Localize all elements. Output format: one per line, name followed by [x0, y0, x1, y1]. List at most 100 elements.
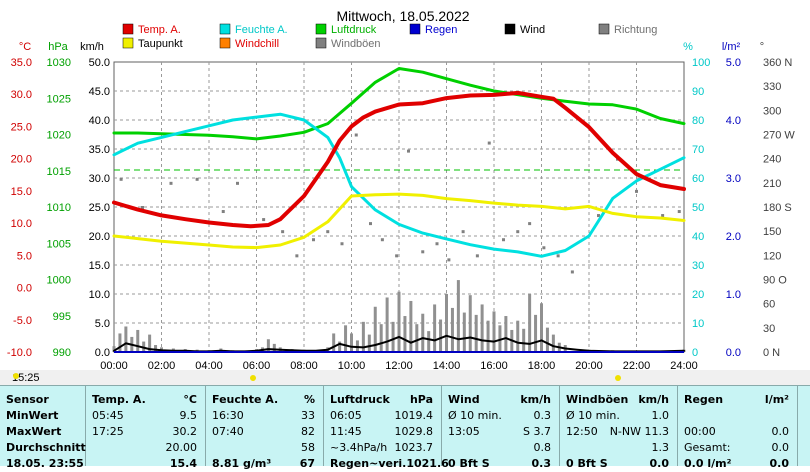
- gust-bar: [409, 300, 413, 352]
- gusts-unit: km/h: [638, 393, 669, 406]
- rain-total-label: Gesamt:: [684, 441, 731, 454]
- direction-point: [236, 181, 239, 185]
- direction-axis-tick: 120: [763, 250, 781, 262]
- direction-axis-tick: 210: [763, 178, 781, 190]
- direction-point: [570, 270, 574, 274]
- gust-bar: [551, 334, 555, 352]
- gusts-max: N-NW 11.3: [609, 425, 669, 438]
- gust-bar: [462, 312, 466, 352]
- direction-axis-tick: 300: [763, 105, 781, 117]
- humidity-axis-tick: 20: [692, 289, 704, 301]
- speed-axis-tick: 35.0: [89, 144, 110, 156]
- legend-swatch: [504, 23, 516, 35]
- time-annotation: 15:25: [12, 372, 40, 384]
- pressure-axis-tick: 990: [53, 347, 71, 359]
- gust-bar: [338, 341, 342, 352]
- gust-bar: [421, 313, 425, 352]
- temp-axis-tick: -5.0: [13, 315, 32, 327]
- humidity-axis-tick: 100: [692, 57, 710, 69]
- pressure-axis-tick: 995: [53, 311, 71, 323]
- gust-bar: [385, 297, 389, 352]
- humidity-unit: %: [303, 393, 315, 406]
- pressure-max: 1029.8: [394, 425, 434, 438]
- pressure-unit-label: hPa: [48, 41, 68, 53]
- legend-label: Windchill: [235, 38, 279, 50]
- gust-bar: [266, 339, 270, 352]
- x-tick-label: 18:00: [528, 360, 556, 372]
- temp-axis-tick: 20.0: [11, 154, 32, 166]
- gust-bar: [504, 316, 508, 352]
- col-gusts: Windböen km/h Ø 10 min. 1.0 12:50 N-NW 11.3…: [560, 386, 678, 470]
- direction-point: [354, 133, 358, 137]
- gust-bar: [373, 306, 377, 352]
- humidity-unit-label: %: [683, 41, 693, 53]
- pressure-min: 1019.4: [394, 409, 434, 422]
- gust-bar: [154, 345, 158, 352]
- rain-unit-label: l/m²: [722, 41, 741, 53]
- sensor-header: Sensor: [6, 393, 49, 406]
- gust-bar: [534, 314, 538, 352]
- gust-bar: [486, 320, 490, 352]
- x-tick-label: 02:00: [148, 360, 176, 372]
- humidity-axis-tick: 40: [692, 231, 704, 243]
- gusts-bft: 0 Bft S: [566, 457, 608, 470]
- pressure-axis-tick: 1005: [47, 238, 71, 250]
- direction-point: [677, 210, 681, 214]
- left-axes: 35.0 30.0 25.0 20.0 15.0 10.0 5.0 0.0 -5.0 -10.0 1…: [7, 57, 110, 359]
- legend-label: Regen: [425, 24, 457, 36]
- legend-swatch: [315, 37, 327, 49]
- row-label-max: MaxWert: [6, 425, 62, 438]
- gust-bar: [498, 325, 502, 352]
- humidity-max: 82: [301, 425, 315, 438]
- wind-unit: km/h: [520, 393, 551, 406]
- direction-point: [528, 222, 532, 226]
- legend-swatch: [219, 37, 231, 49]
- direction-point: [502, 238, 505, 242]
- direction-point: [475, 254, 479, 258]
- gust-bar: [344, 325, 348, 352]
- temp-avg: 20.00: [165, 441, 198, 454]
- temp-axis-tick: -10.0: [7, 347, 32, 359]
- direction-point: [380, 238, 384, 242]
- temp-min-time: 05:45: [92, 409, 124, 422]
- series-pressure: [112, 67, 686, 141]
- legend-label: Richtung: [614, 24, 657, 36]
- gusts-avg: 1.3: [651, 441, 670, 454]
- speed-unit-label: km/h: [80, 41, 104, 53]
- temp-axis-tick: 0.0: [17, 283, 32, 295]
- legend-swatch: [219, 23, 231, 35]
- gust-bar: [480, 304, 484, 352]
- direction-axis-tick: 330: [763, 81, 781, 93]
- x-tick-label: 12:00: [385, 360, 413, 372]
- gust-bar: [545, 327, 549, 352]
- wind-avg: 0.8: [533, 441, 552, 454]
- gust-bar: [492, 311, 496, 352]
- direction-axis-tick: 0 N: [763, 347, 780, 359]
- x-axis-ticks: 00:00 02:00 04:00 06:00 08:00 10:00 12:00 14:00…: [100, 360, 698, 372]
- humidity-avg: 58: [301, 441, 315, 454]
- temp-axis-tick: 10.0: [11, 218, 32, 230]
- legend-label: Luftdruck: [331, 24, 377, 36]
- gusts-avg10-label: Ø 10 min.: [566, 409, 620, 422]
- gust-bar: [361, 321, 365, 352]
- direction-axis-tick: 30: [763, 323, 775, 335]
- wind-avg10: 0.3: [533, 409, 552, 422]
- gust-bar: [516, 320, 520, 352]
- gust-bar: [439, 319, 443, 352]
- gust-bar: [445, 294, 448, 352]
- pressure-forecast: Regen~veri.: [330, 457, 407, 470]
- direction-axis-tick: 150: [763, 226, 781, 238]
- direction-point: [635, 189, 638, 193]
- humidity-axis-tick: 90: [692, 86, 704, 98]
- pressure-axis-tick: 1010: [47, 202, 71, 214]
- direction-point: [542, 246, 546, 250]
- pressure-header: Luftdruck: [330, 393, 390, 406]
- direction-point: [262, 218, 266, 222]
- gust-bar: [118, 333, 122, 352]
- humidity-current: 67: [299, 457, 315, 470]
- gust-bar: [427, 331, 431, 352]
- legend-label: Feuchte A.: [235, 24, 288, 36]
- speed-axis-tick: 20.0: [89, 231, 110, 243]
- direction-axis-tick: 270 W: [763, 130, 795, 142]
- col-rain: Regen l/m² 00:00 0.0 Gesamt: 0.0 0.0 l/m² 0.…: [678, 386, 798, 470]
